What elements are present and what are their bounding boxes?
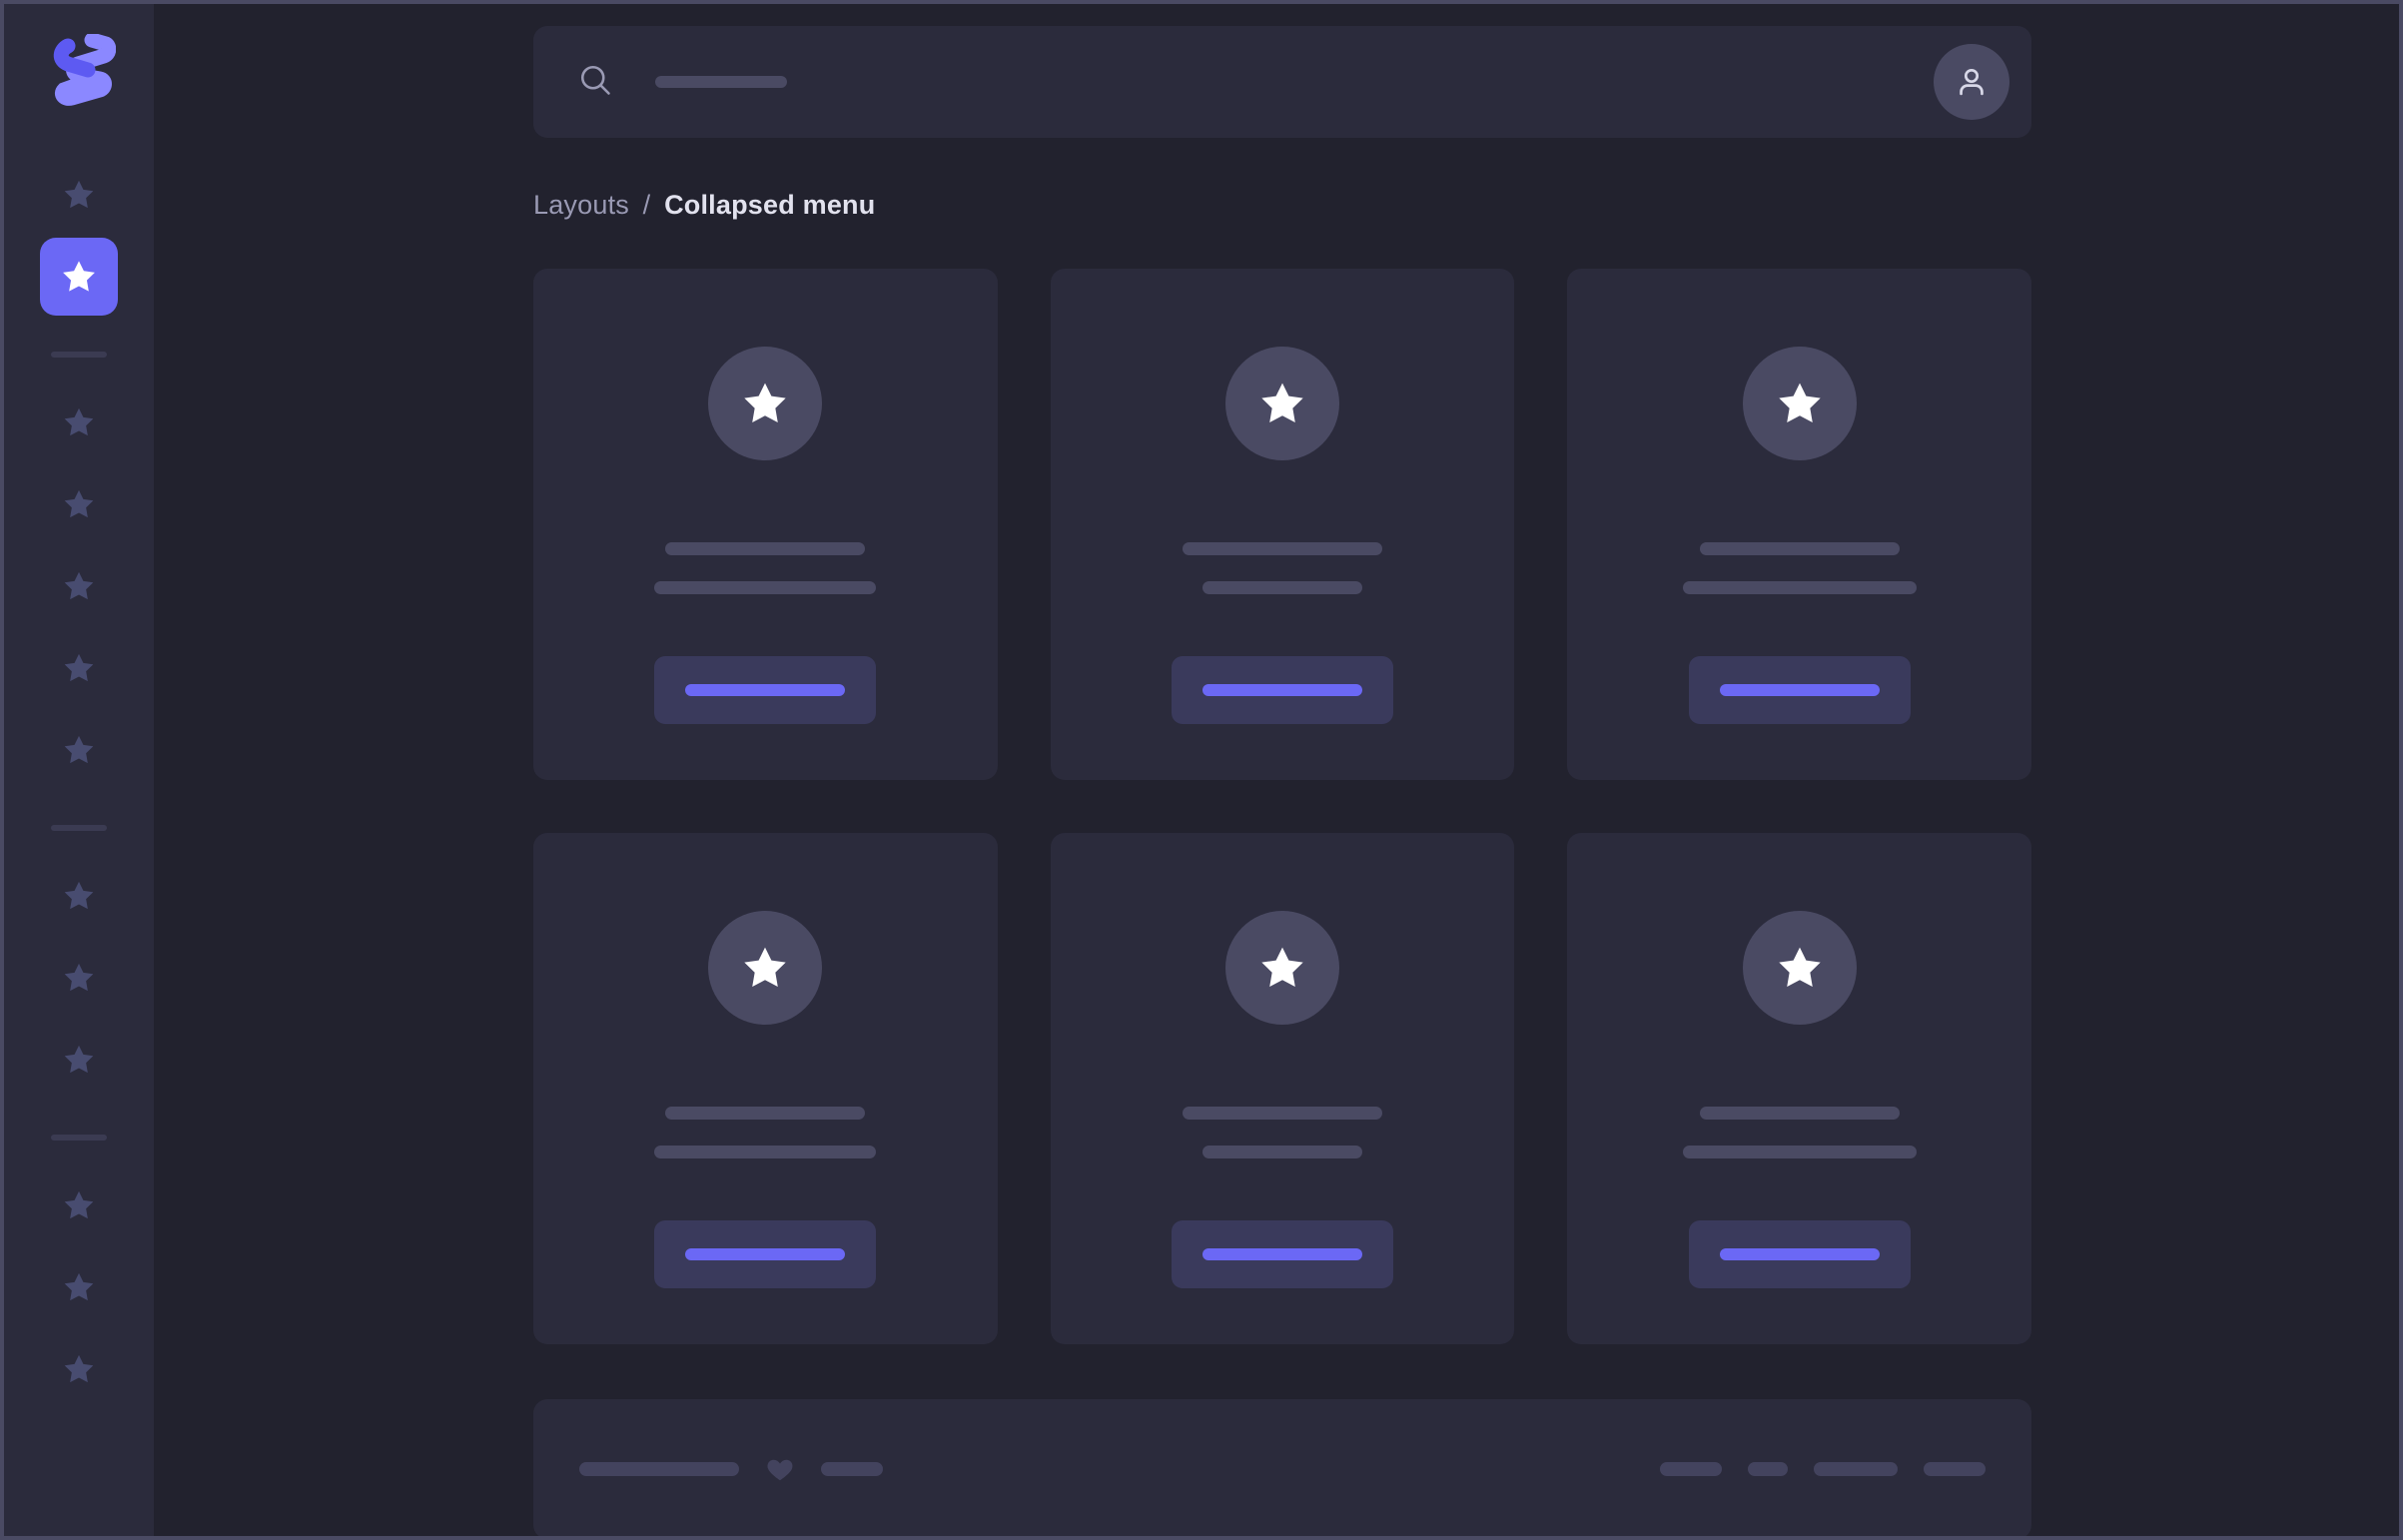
card-avatar <box>1742 347 1857 460</box>
card[interactable] <box>1050 269 1515 780</box>
card-title-skeleton <box>1182 1107 1382 1120</box>
star-icon <box>64 489 94 518</box>
card-button-label-skeleton <box>1202 1248 1362 1260</box>
sidebar <box>4 4 154 1536</box>
card[interactable] <box>533 833 998 1344</box>
sidebar-item-4[interactable] <box>40 547 118 625</box>
card-subtitle-skeleton <box>1202 581 1362 594</box>
card-button-label-skeleton <box>1719 684 1880 696</box>
sidebar-item-2[interactable] <box>40 384 118 461</box>
card-avatar <box>1224 347 1339 460</box>
search-icon[interactable] <box>577 62 613 103</box>
card[interactable] <box>1050 833 1515 1344</box>
star-icon <box>1778 947 1821 988</box>
main-area: Layouts / Collapsed menu <box>154 4 2399 1536</box>
card-button-label-skeleton <box>1202 684 1362 696</box>
card[interactable] <box>1567 833 2031 1344</box>
star-icon <box>64 735 94 764</box>
sidebar-divider <box>51 1135 107 1141</box>
search-input[interactable] <box>655 76 787 88</box>
footer-left-group <box>579 1454 883 1484</box>
sidebar-divider <box>51 825 107 831</box>
star-icon <box>64 1190 94 1219</box>
user-icon <box>1960 68 1984 96</box>
content-column: Layouts / Collapsed menu <box>533 4 2031 1536</box>
footer-right-skeleton <box>1660 1462 1722 1476</box>
card-title-skeleton <box>1699 542 1900 555</box>
card-button-label-skeleton <box>685 684 846 696</box>
breadcrumb-separator: / <box>642 190 651 220</box>
star-icon <box>64 653 94 682</box>
card-title-skeleton <box>665 542 866 555</box>
star-icon <box>64 1354 94 1383</box>
card-title-skeleton <box>1182 542 1382 555</box>
card-avatar <box>708 347 823 460</box>
footer-left-skeleton <box>579 1462 739 1476</box>
card-grid <box>533 269 2031 1344</box>
card-title-skeleton <box>1699 1107 1900 1120</box>
star-icon <box>1261 947 1303 988</box>
star-icon <box>64 1272 94 1301</box>
footer-right-skeleton <box>1814 1462 1898 1476</box>
card-button-label-skeleton <box>1719 1248 1880 1260</box>
sidebar-item-5[interactable] <box>40 629 118 707</box>
card-avatar <box>1742 911 1857 1025</box>
squiggle-s-logo-icon <box>53 34 116 106</box>
sidebar-item-12[interactable] <box>40 1330 118 1408</box>
star-icon <box>64 1045 94 1074</box>
sidebar-item-10[interactable] <box>40 1166 118 1244</box>
card-button-label-skeleton <box>685 1248 846 1260</box>
breadcrumb-current: Collapsed menu <box>664 190 876 220</box>
footer-left-skeleton <box>821 1462 883 1476</box>
card-subtitle-skeleton <box>1682 581 1917 594</box>
sidebar-item-8[interactable] <box>40 939 118 1017</box>
card[interactable] <box>1567 269 2031 780</box>
sidebar-item-11[interactable] <box>40 1248 118 1326</box>
footer-right-group <box>1660 1462 1986 1476</box>
sidebar-item-3[interactable] <box>40 465 118 543</box>
star-icon <box>64 407 94 436</box>
star-icon <box>63 261 95 292</box>
breadcrumb: Layouts / Collapsed menu <box>533 190 2031 221</box>
card-subtitle-skeleton <box>654 581 877 594</box>
star-icon <box>64 571 94 600</box>
topbar <box>533 26 2031 138</box>
card-action-button[interactable] <box>1688 656 1911 724</box>
card-action-button[interactable] <box>654 1220 877 1288</box>
star-icon <box>64 881 94 910</box>
sidebar-item-6[interactable] <box>40 711 118 789</box>
star-icon <box>744 947 787 988</box>
app-logo[interactable] <box>42 34 116 114</box>
sidebar-item-1-active[interactable] <box>40 238 118 316</box>
sidebar-divider <box>51 352 107 358</box>
breadcrumb-parent[interactable]: Layouts <box>533 190 629 220</box>
star-icon <box>64 180 94 209</box>
card-title-skeleton <box>665 1107 866 1120</box>
card-avatar <box>1224 911 1339 1025</box>
card-action-button[interactable] <box>1171 656 1393 724</box>
star-icon <box>64 963 94 992</box>
card-subtitle-skeleton <box>1202 1146 1362 1158</box>
sidebar-item-9[interactable] <box>40 1021 118 1099</box>
sidebar-item-7[interactable] <box>40 857 118 935</box>
sidebar-nav <box>40 156 118 1412</box>
heart-icon[interactable] <box>765 1454 795 1484</box>
footer-bar <box>533 1399 2031 1536</box>
card-action-button[interactable] <box>1171 1220 1393 1288</box>
avatar[interactable] <box>1934 44 2009 120</box>
card-avatar <box>708 911 823 1025</box>
star-icon <box>1261 383 1303 423</box>
star-icon <box>744 383 787 423</box>
card-subtitle-skeleton <box>654 1146 877 1158</box>
card-action-button[interactable] <box>1688 1220 1911 1288</box>
star-icon <box>1778 383 1821 423</box>
card-action-button[interactable] <box>654 656 877 724</box>
footer-right-skeleton <box>1924 1462 1986 1476</box>
footer-right-skeleton <box>1748 1462 1788 1476</box>
sidebar-item-0[interactable] <box>40 156 118 234</box>
card-subtitle-skeleton <box>1682 1146 1917 1158</box>
card[interactable] <box>533 269 998 780</box>
